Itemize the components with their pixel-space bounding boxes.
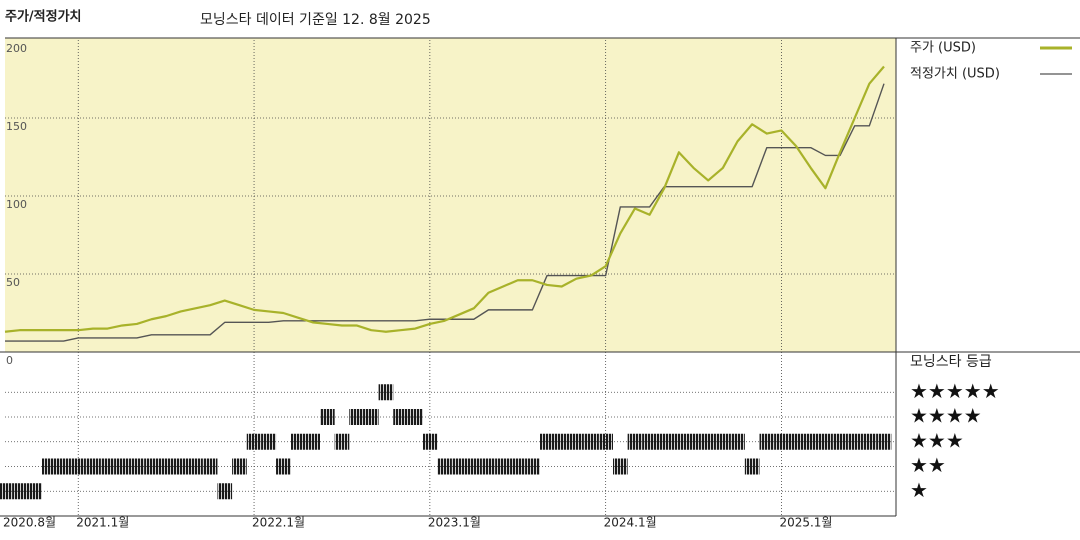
rating-bar xyxy=(70,458,86,475)
y-tick-label: ★★ xyxy=(910,453,946,477)
rating-bar xyxy=(656,433,672,450)
rating-bar xyxy=(744,458,760,475)
rating-bar xyxy=(671,433,687,450)
rating-bar xyxy=(12,483,27,500)
rating-bar xyxy=(407,409,423,425)
rating-bar xyxy=(378,384,394,401)
rating-bar xyxy=(554,433,570,450)
rating-bar xyxy=(0,483,13,500)
rating-bar xyxy=(261,433,277,450)
rating-bar xyxy=(85,458,101,475)
rating-bar xyxy=(144,458,159,475)
rating-bar xyxy=(495,458,511,475)
plot-background xyxy=(5,38,896,352)
rating-bar xyxy=(510,458,526,475)
rating-bar xyxy=(774,433,789,450)
rating-bar xyxy=(862,433,877,450)
rating-bar xyxy=(539,433,555,450)
y-tick-label: 200 xyxy=(6,42,27,55)
rating-bar xyxy=(715,433,731,450)
rating-bar xyxy=(363,409,379,425)
rating-bar xyxy=(730,433,745,450)
rating-bar xyxy=(158,458,174,475)
chart-subtitle: 모닝스타 데이터 기준일 12. 8월 2025 xyxy=(200,12,431,28)
y-tick-label: 150 xyxy=(6,120,27,133)
rating-bar xyxy=(100,458,115,475)
rating-bar xyxy=(466,458,482,475)
rating-bar xyxy=(27,483,42,500)
rating-bar xyxy=(320,409,335,425)
rating-bar xyxy=(627,433,643,450)
rating-bar xyxy=(569,433,584,450)
y-tick-label: ★★★ xyxy=(910,428,964,452)
x-tick-label: 2025.1월 xyxy=(779,516,832,530)
rating-bar xyxy=(202,458,218,475)
rating-bar xyxy=(290,433,306,450)
x-tick-label: 2023.1월 xyxy=(428,516,481,530)
rating-bar xyxy=(759,433,775,450)
rating-bar xyxy=(583,433,599,450)
legend-label: 주가 (USD) xyxy=(910,41,976,56)
rating-bar xyxy=(173,458,189,475)
y-tick-label: ★★★★★ xyxy=(910,379,1000,403)
legend-label: 적정가치 (USD) xyxy=(910,67,1000,82)
rating-bar xyxy=(232,458,247,475)
rating-bar xyxy=(788,433,804,450)
chart-title: 주가/적정가치 xyxy=(5,9,82,25)
rating-bar xyxy=(276,458,291,475)
rating-bar xyxy=(422,433,438,450)
rating-bar xyxy=(700,433,716,450)
rating-bar xyxy=(437,458,452,475)
rating-bar xyxy=(642,433,657,450)
rating-bar xyxy=(217,483,233,500)
rating-bar xyxy=(803,433,819,450)
rating-bar xyxy=(129,458,145,475)
rating-bar xyxy=(818,433,833,450)
rating-bar xyxy=(832,433,848,450)
x-tick-label: 2020.8월 xyxy=(3,516,56,530)
rating-bar xyxy=(613,458,628,475)
series-line xyxy=(4,65,885,333)
rating-bar xyxy=(305,433,320,450)
rating-bar xyxy=(481,458,496,475)
rating-bar xyxy=(41,458,57,475)
x-tick-label: 2024.1월 xyxy=(604,516,657,530)
rating-bar xyxy=(334,433,350,450)
rating-bar xyxy=(847,433,863,450)
rating-bar xyxy=(114,458,130,475)
rating-bar xyxy=(246,433,262,450)
y-tick-label: 0 xyxy=(6,354,13,367)
rating-bar xyxy=(451,458,467,475)
y-tick-label: 100 xyxy=(6,198,27,211)
x-tick-label: 2022.1월 xyxy=(252,516,305,530)
y-tick-label: ★★★★ xyxy=(910,404,982,428)
series-line xyxy=(5,83,885,342)
rating-bar xyxy=(56,458,71,475)
rating-title: 모닝스타 등급 xyxy=(910,354,992,370)
x-tick-label: 2021.1월 xyxy=(76,516,129,530)
rating-bar xyxy=(349,409,364,425)
rating-bar xyxy=(598,433,613,450)
rating-bar xyxy=(393,409,408,425)
y-tick-label: ★ xyxy=(910,478,928,502)
rating-bar xyxy=(188,458,203,475)
y-tick-label: 50 xyxy=(6,276,20,289)
rating-bar xyxy=(686,433,701,450)
rating-bar xyxy=(876,433,892,450)
rating-bar xyxy=(525,458,540,475)
